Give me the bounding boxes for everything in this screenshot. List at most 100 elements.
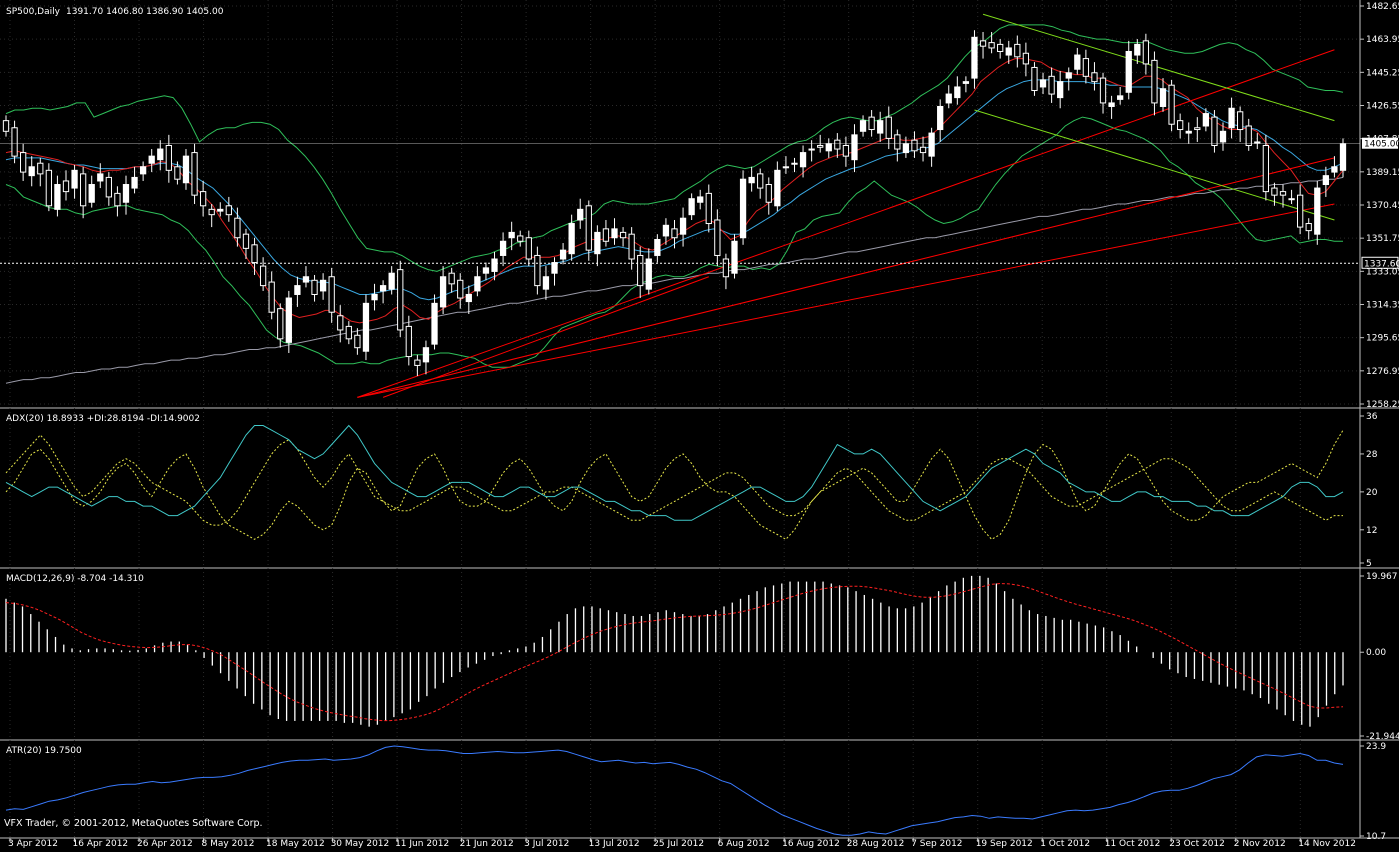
atr-label: ATR(20) 19.7500 [6,746,82,756]
candle-body [414,359,421,366]
candle-body [45,169,52,207]
macd-pane[interactable] [5,575,1344,727]
candle-body [88,184,95,203]
candle-body [1151,59,1158,104]
axis-tick-label: 23.9 [1366,742,1386,752]
atr-line [5,745,1344,836]
candle-body [1202,113,1210,127]
candle-body [868,116,875,131]
candle-body [1185,130,1192,134]
time-tick-label: 26 Apr 2012 [137,839,193,848]
bollinger-upper [5,24,1344,272]
candle-body [379,285,387,292]
candle-body [817,144,824,148]
candle-body [765,184,772,203]
candle-body [1339,143,1347,171]
time-tick-label: 16 Apr 2012 [73,839,129,848]
candle-body [911,139,918,152]
symbol-title: SP500,Daily [6,7,61,17]
marked-level-text: 1337.60 [1364,259,1399,269]
time-tick-label: 23 Oct 2012 [1169,839,1225,848]
time-tick-label: 6 Aug 2012 [718,839,770,848]
candle-body [782,166,790,169]
marked-level-tag: 1337.60 [1361,256,1399,269]
candle-body [979,40,987,47]
candle-body [431,302,438,345]
axis-tick-label: 36 [1366,412,1378,422]
candle-body [131,176,138,189]
candle-body [885,116,892,139]
atr-pane[interactable] [5,745,1344,836]
candle-body [1194,127,1201,131]
candle-body [791,162,798,165]
candle-body [517,235,524,242]
candle-body [62,180,70,193]
time-tick-label: 11 Jun 2012 [395,839,449,848]
candle-body [971,36,978,79]
candle-body [37,162,44,175]
time-tick-label: 3 Jul 2012 [524,839,569,848]
candle-body [397,269,404,331]
atr-axis: 23.9 10.7 [1360,742,1386,842]
time-axis: 3 Apr 2012 16 Apr 2012 26 Apr 2012 8 May 20… [8,838,1356,849]
axis-tick-label: 0.00 [1366,648,1386,658]
candle-body [731,240,738,274]
time-tick-label: 19 Sep 2012 [976,839,1033,848]
candle-body [722,258,730,278]
candle-body [954,86,961,99]
candle-body [217,208,224,212]
candle-body [662,224,670,237]
candle-body [422,347,430,363]
time-tick-label: 11 Oct 2012 [1105,839,1161,848]
channel-line-green [982,13,1335,122]
candle-body [1074,54,1081,70]
adx-pane[interactable] [5,424,1344,540]
candle-body [182,155,190,184]
time-tick-label: 16 Aug 2012 [782,839,840,848]
candle-body [482,267,490,274]
candle-body [474,276,481,292]
candle-body [542,276,550,290]
ma-grey [5,176,1344,384]
candle-body [525,237,532,260]
candle-body [534,254,541,287]
current-price-tag: 1405.00 [1362,137,1399,150]
time-tick-label: 28 Aug 2012 [847,839,905,848]
candle-body [859,120,867,132]
axis-tick-label: -21.944 [1366,732,1399,742]
candle-body [637,254,644,287]
candle-body [1057,81,1064,99]
candle-body [2,120,10,132]
candle-body [654,238,661,256]
time-tick-label: 14 Nov 2012 [1298,839,1356,848]
candle-body [1331,166,1338,173]
time-tick-label: 13 Jul 2012 [589,839,640,848]
candle-body [945,93,952,104]
candle-body [491,258,498,272]
candle-body [1014,43,1021,58]
axis-tick-label: 1276.95 [1366,367,1399,377]
time-tick-label: 1 Oct 2012 [1040,839,1090,848]
candle-body [697,196,704,203]
candle-body [594,231,601,255]
price-pane[interactable] [0,13,1360,398]
candle-body [20,152,27,173]
candle-body [11,127,18,157]
candle-body [114,192,121,207]
axis-tick-label: 1426.55 [1366,102,1399,112]
candle-body [165,144,172,171]
candle-body [1237,111,1244,131]
candle-body [705,192,712,225]
candle-body [988,42,995,49]
candle-body [757,173,764,189]
candle-body [1279,191,1287,196]
candle-body [1159,88,1167,107]
macd-signal-line [5,582,1344,722]
candle-body [174,166,181,180]
candle-body [774,169,781,207]
candle-body [1271,187,1278,196]
